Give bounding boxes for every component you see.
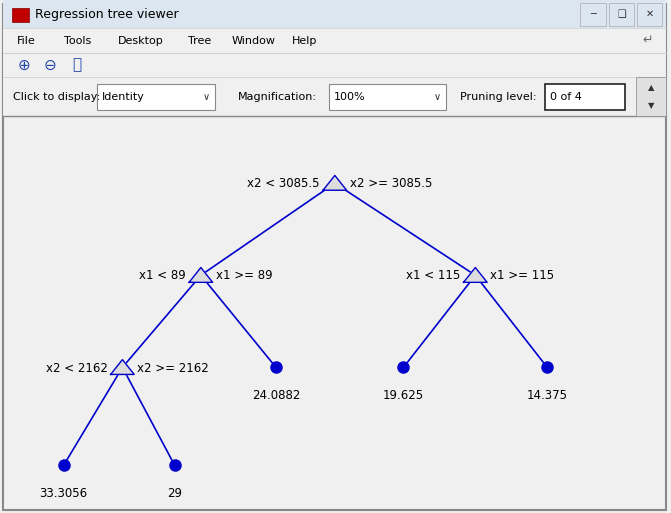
Text: Pruning level:: Pruning level: xyxy=(460,92,536,102)
Text: ⊖: ⊖ xyxy=(44,57,57,73)
Bar xyxy=(637,3,662,26)
Text: ❑: ❑ xyxy=(617,9,626,19)
Text: Tree: Tree xyxy=(188,35,211,46)
Text: x1 >= 115: x1 >= 115 xyxy=(491,269,554,283)
Text: ⊕: ⊕ xyxy=(17,57,30,73)
Text: ✕: ✕ xyxy=(646,9,654,19)
Text: ▲: ▲ xyxy=(648,83,654,92)
FancyBboxPatch shape xyxy=(545,84,625,110)
Bar xyxy=(609,3,634,26)
Text: ✋: ✋ xyxy=(72,57,82,73)
Text: Window: Window xyxy=(231,35,276,46)
Text: 33.3056: 33.3056 xyxy=(40,487,88,500)
Text: x1 < 89: x1 < 89 xyxy=(139,269,186,283)
Polygon shape xyxy=(464,267,487,282)
Text: Help: Help xyxy=(292,35,317,46)
Text: 14.375: 14.375 xyxy=(527,389,568,402)
Bar xyxy=(3,28,666,53)
Text: File: File xyxy=(17,35,36,46)
Text: Identity: Identity xyxy=(102,92,145,102)
Text: 100%: 100% xyxy=(334,92,366,102)
FancyBboxPatch shape xyxy=(97,84,215,110)
Text: Click to display:: Click to display: xyxy=(13,92,101,102)
Text: 0 of 4: 0 of 4 xyxy=(550,92,582,102)
Bar xyxy=(12,8,29,22)
Text: ↵: ↵ xyxy=(642,34,653,47)
Bar xyxy=(3,53,666,77)
Text: 19.625: 19.625 xyxy=(383,389,424,402)
Polygon shape xyxy=(189,267,213,282)
Text: x2 < 2162: x2 < 2162 xyxy=(46,362,107,374)
Bar xyxy=(636,77,666,116)
Text: x1 < 115: x1 < 115 xyxy=(406,269,460,283)
Text: x2 < 3085.5: x2 < 3085.5 xyxy=(248,177,320,190)
Text: ▼: ▼ xyxy=(648,101,654,110)
Text: Regression tree viewer: Regression tree viewer xyxy=(35,8,178,21)
Text: 24.0882: 24.0882 xyxy=(252,389,300,402)
Text: ∨: ∨ xyxy=(203,92,210,102)
Text: Magnification:: Magnification: xyxy=(238,92,317,102)
Text: 29: 29 xyxy=(167,487,183,500)
Polygon shape xyxy=(111,360,134,374)
Polygon shape xyxy=(323,175,347,190)
Bar xyxy=(580,3,606,26)
Text: Tools: Tools xyxy=(64,35,91,46)
Bar xyxy=(3,77,666,116)
Text: x2 >= 2162: x2 >= 2162 xyxy=(138,362,209,374)
Text: ∨: ∨ xyxy=(434,92,441,102)
Text: x2 >= 3085.5: x2 >= 3085.5 xyxy=(350,177,432,190)
Text: Desktop: Desktop xyxy=(117,35,163,46)
FancyBboxPatch shape xyxy=(329,84,446,110)
Bar xyxy=(3,0,666,28)
Text: x1 >= 89: x1 >= 89 xyxy=(216,269,272,283)
Text: ─: ─ xyxy=(590,9,596,19)
